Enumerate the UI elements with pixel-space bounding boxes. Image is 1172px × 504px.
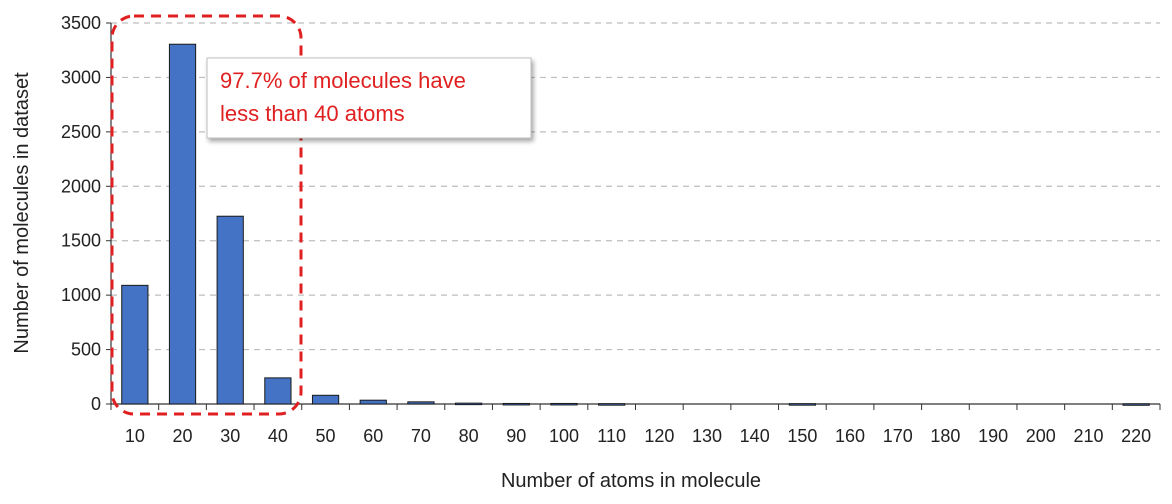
x-tick-label: 160 xyxy=(835,426,865,446)
x-tick-label: 20 xyxy=(173,426,193,446)
x-tick-label: 100 xyxy=(549,426,579,446)
y-tick-label: 500 xyxy=(71,340,101,360)
gridlines xyxy=(111,22,1160,351)
y-tick-label: 1500 xyxy=(61,231,101,251)
bar-100 xyxy=(550,402,578,406)
bar-60 xyxy=(359,399,387,405)
bar-20 xyxy=(168,43,197,405)
y-tick-label: 0 xyxy=(91,394,101,414)
bar-10 xyxy=(121,284,149,405)
bar-110 xyxy=(598,403,626,406)
x-tick-label: 80 xyxy=(459,426,479,446)
y-axis-label: Number of molecules in dataset xyxy=(11,72,33,354)
x-tick-label: 90 xyxy=(506,426,526,446)
y-tick-label: 1000 xyxy=(61,285,101,305)
x-tick-label: 30 xyxy=(220,426,240,446)
annotation-line-2: less than 40 atoms xyxy=(220,101,405,126)
y-tick-label: 3500 xyxy=(61,13,101,33)
x-tick-label: 210 xyxy=(1073,426,1103,446)
x-tick-labels: 10 20 30 40 50 60 70 80 90 100 110 120 130 140 150 160 1… xyxy=(125,426,1151,446)
x-tick-label: 50 xyxy=(316,426,336,446)
y-tick-label: 3000 xyxy=(61,67,101,87)
x-tick-label: 60 xyxy=(363,426,383,446)
y-tick-label: 2000 xyxy=(61,176,101,196)
x-tick-label: 190 xyxy=(978,426,1008,446)
annotation-line-1: 97.7% of molecules have xyxy=(220,68,466,93)
bar-150 xyxy=(788,403,816,406)
x-tick-label: 140 xyxy=(740,426,770,446)
bar-40 xyxy=(264,377,292,405)
bar-50 xyxy=(311,394,340,405)
annotation-callout: 97.7% of molecules have less than 40 ato… xyxy=(206,57,532,139)
bar-80 xyxy=(455,402,483,406)
x-tick-label: 150 xyxy=(787,426,817,446)
bar-90 xyxy=(502,402,530,406)
highlight-dashed-box xyxy=(110,14,303,416)
x-tick-label: 130 xyxy=(692,426,722,446)
bar-220 xyxy=(1122,403,1150,406)
x-tick-label: 170 xyxy=(883,426,913,446)
x-axis-label: Number of atoms in molecule xyxy=(501,470,761,492)
x-tick-label: 40 xyxy=(268,426,288,446)
x-tick-label: 10 xyxy=(125,426,145,446)
bar-30 xyxy=(216,215,244,405)
y-tick-labels: 0 500 1000 1500 2000 2500 3000 3500 xyxy=(61,13,101,414)
x-tick-label: 180 xyxy=(930,426,960,446)
x-tick-label: 120 xyxy=(644,426,674,446)
x-tick-label: 200 xyxy=(1026,426,1056,446)
x-tick-label: 220 xyxy=(1121,426,1151,446)
x-tick-label: 110 xyxy=(597,426,626,446)
bars xyxy=(121,43,1150,406)
annotation-box xyxy=(206,57,532,139)
bar-70 xyxy=(407,401,435,405)
x-tick-label: 70 xyxy=(411,426,431,446)
y-tick-label: 2500 xyxy=(61,122,101,142)
